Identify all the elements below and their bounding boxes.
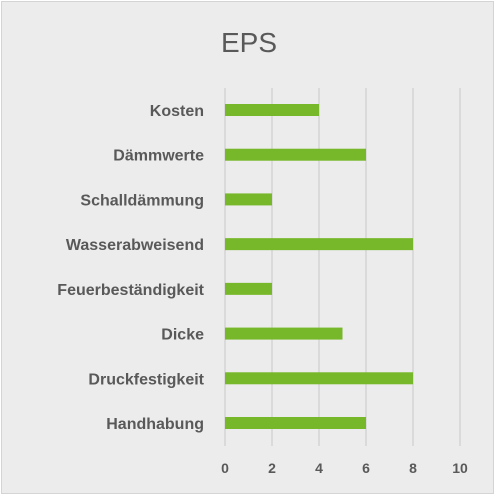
x-tick-label-4: 4 bbox=[315, 460, 323, 476]
x-tick-label-8: 8 bbox=[409, 460, 417, 476]
category-label-2: Dämmwerte bbox=[113, 148, 204, 165]
category-label-4: Wasserabweisend bbox=[66, 237, 204, 254]
bar-4 bbox=[225, 238, 413, 251]
bar-3 bbox=[225, 193, 272, 206]
x-tick-labels: 0 2 4 6 8 10 bbox=[221, 460, 468, 476]
category-label-1: Kosten bbox=[150, 103, 204, 120]
x-tick-label-10: 10 bbox=[452, 460, 468, 476]
bar-8 bbox=[225, 417, 366, 429]
category-label-3: Schalldämmung bbox=[80, 192, 204, 209]
category-label-6: Dicke bbox=[161, 327, 204, 344]
x-tick-label-0: 0 bbox=[221, 460, 229, 476]
chart-title: EPS bbox=[221, 27, 277, 58]
category-labels: Kosten Dämmwerte Schalldämmung Wasserabweis… bbox=[57, 103, 204, 433]
bar-2 bbox=[225, 148, 366, 161]
x-tick-label-6: 6 bbox=[362, 460, 370, 476]
bars bbox=[225, 104, 413, 429]
gridlines bbox=[224, 88, 461, 446]
x-tick-label-2: 2 bbox=[268, 460, 276, 476]
bar-5 bbox=[225, 282, 272, 295]
category-label-5: Feuerbeständigkeit bbox=[57, 282, 204, 299]
category-label-7: Druckfestigkeit bbox=[88, 371, 204, 388]
bar-7 bbox=[225, 372, 413, 385]
bar-6 bbox=[225, 327, 343, 340]
category-label-8: Handhabung bbox=[106, 416, 204, 433]
bar-1 bbox=[225, 104, 319, 116]
